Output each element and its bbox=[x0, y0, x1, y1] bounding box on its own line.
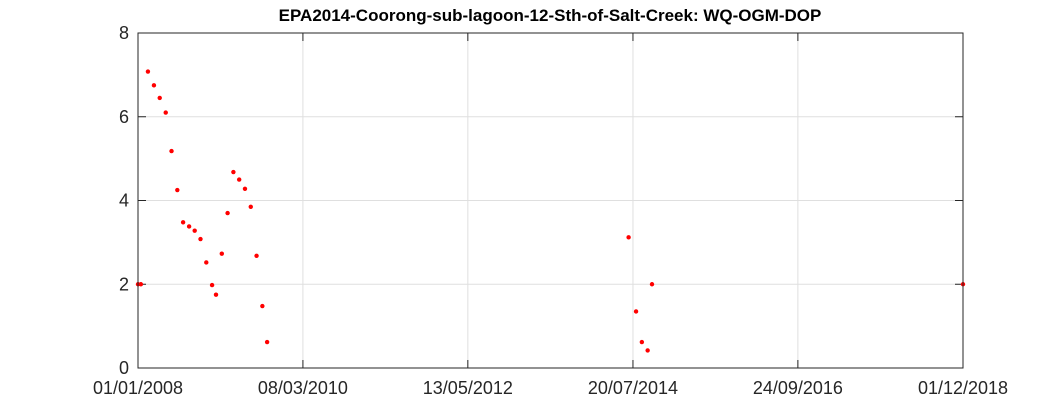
data-point bbox=[645, 348, 650, 353]
plot-frame bbox=[137, 32, 964, 369]
data-point bbox=[236, 177, 242, 182]
data-point bbox=[639, 339, 645, 345]
y-tick-label: 2 bbox=[119, 274, 129, 294]
data-point bbox=[163, 110, 168, 115]
data-point bbox=[254, 253, 259, 258]
x-tick-label: 24/09/2016 bbox=[753, 378, 843, 398]
chart-title: EPA2014-Coorong-sub-lagoon-12-Sth-of-Sal… bbox=[278, 6, 822, 25]
data-point bbox=[138, 282, 144, 287]
y-tick-label: 6 bbox=[119, 107, 129, 127]
x-tick-label: 01/01/2008 bbox=[93, 378, 183, 398]
data-point bbox=[198, 236, 203, 242]
data-point bbox=[204, 260, 209, 265]
data-point bbox=[213, 292, 219, 297]
data-point bbox=[231, 169, 236, 175]
data-point bbox=[242, 186, 248, 191]
data-point bbox=[626, 235, 631, 240]
data-point bbox=[219, 251, 225, 256]
data-point bbox=[633, 309, 639, 314]
data-point bbox=[169, 148, 174, 154]
x-tick-labels: 01/01/2008 08/03/2010 13/05/2012 20/07/2014… bbox=[93, 378, 1008, 398]
x-tick-label: 20/07/2014 bbox=[588, 378, 678, 398]
data-point bbox=[157, 95, 162, 101]
data-point bbox=[186, 224, 192, 229]
data-point bbox=[225, 210, 230, 216]
y-tick-labels: 0 2 4 6 8 bbox=[119, 23, 129, 378]
data-point bbox=[180, 220, 186, 225]
y-tick-label: 0 bbox=[119, 358, 129, 378]
data-point bbox=[151, 83, 157, 88]
data-point bbox=[260, 303, 265, 309]
data-point bbox=[175, 187, 180, 193]
x-tick-label: 08/03/2010 bbox=[258, 378, 348, 398]
data-point bbox=[192, 228, 197, 233]
data-point bbox=[264, 339, 270, 345]
data-point bbox=[209, 282, 215, 288]
x-tick-label: 13/05/2012 bbox=[423, 378, 513, 398]
y-tick-label: 8 bbox=[119, 23, 129, 43]
x-tick-label: 01/12/2018 bbox=[918, 378, 1008, 398]
data-point bbox=[145, 69, 151, 74]
y-tick-label: 4 bbox=[119, 191, 129, 211]
data-point bbox=[248, 204, 253, 209]
data-point bbox=[649, 282, 655, 287]
